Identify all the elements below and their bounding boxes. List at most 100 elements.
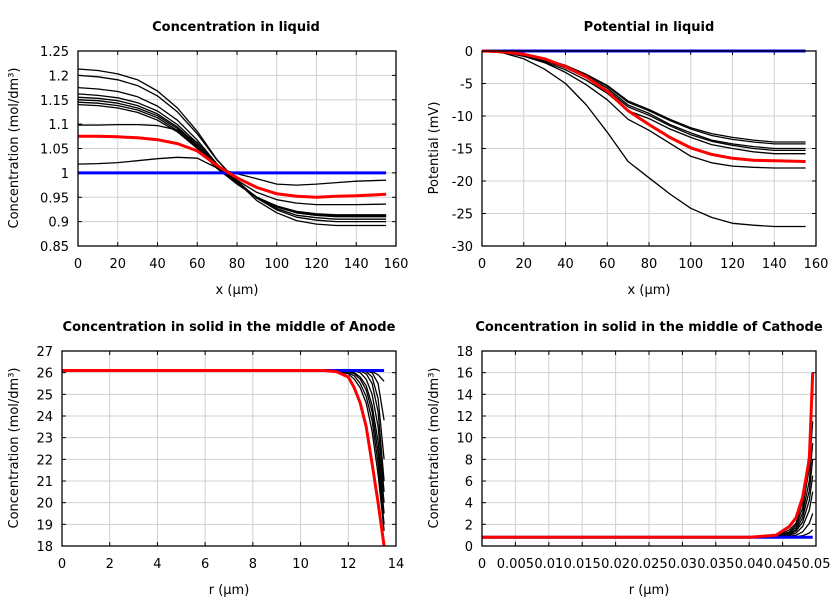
x-tick-label: 0.015 [564, 557, 601, 572]
series-line-highlight [78, 134, 387, 199]
series-line [482, 491, 814, 538]
y-tick-label: 8 [465, 453, 473, 468]
series-line-highlight [62, 369, 386, 547]
x-tick-label: 140 [762, 257, 787, 272]
y-tick-label: 24 [36, 410, 53, 425]
x-tick-label: 0.04 [735, 557, 764, 572]
y-axis-label: Potential (mV) [427, 102, 442, 195]
x-tick-label: 0.005 [497, 557, 534, 572]
series-line [482, 459, 814, 538]
x-tick-label: 0.03 [668, 557, 697, 572]
series-line [482, 513, 814, 538]
y-tick-label: 12 [456, 410, 473, 425]
x-tick-label: 120 [304, 257, 329, 272]
plot-frame [61, 350, 397, 547]
series-line [77, 101, 387, 216]
series-line [481, 50, 806, 150]
x-tick-label: 80 [641, 257, 658, 272]
x-tick-label: 0.045 [764, 557, 801, 572]
y-tick-label: 1.25 [40, 45, 69, 60]
y-tick-label: -15 [452, 143, 473, 158]
series-line [62, 369, 385, 492]
x-tick-label: 20 [109, 257, 126, 272]
x-tick-label: 0.035 [697, 557, 734, 572]
x-tick-label: 8 [249, 557, 257, 572]
x-axis-label: r (µm) [629, 583, 670, 598]
x-tick-label: 14 [388, 557, 405, 572]
x-tick-label: 120 [720, 257, 745, 272]
x-tick-label: 0 [478, 557, 486, 572]
y-axis-label: Concentration (mol/dm³) [7, 68, 22, 229]
y-axis-label: Concentration (mol/dm³) [427, 368, 442, 529]
series-line [482, 475, 814, 538]
y-tick-label: 6 [465, 475, 473, 490]
plot-frame [481, 50, 817, 247]
y-tick-label: 0 [465, 540, 473, 555]
x-axis-label: r (µm) [209, 583, 250, 598]
y-tick-label: 18 [456, 345, 473, 360]
y-tick-label: 2 [465, 518, 473, 533]
x-tick-label: 0.05 [802, 557, 831, 572]
y-tick-label: 1.1 [48, 118, 69, 133]
series-line [62, 369, 385, 525]
x-tick-label: 10 [292, 557, 309, 572]
y-tick-label: 0.85 [40, 240, 69, 255]
y-tick-label: 4 [465, 497, 473, 512]
chart-title-cathode-solid: Concentration in solid in the middle of … [475, 320, 823, 335]
x-tick-label: 12 [340, 557, 357, 572]
series-line [62, 369, 385, 482]
series-line [481, 50, 806, 143]
y-tick-label: 26 [36, 367, 53, 382]
series-line [482, 443, 814, 538]
chart-title-anode-solid: Concentration in solid in the middle of … [63, 320, 396, 335]
y-tick-label: 22 [36, 453, 53, 468]
y-tick-label: 18 [36, 540, 53, 555]
series-line [77, 99, 387, 217]
y-tick-label: -20 [452, 175, 473, 190]
x-tick-label: 60 [599, 257, 616, 272]
y-tick-label: 20 [36, 497, 53, 512]
x-tick-label: 160 [804, 257, 829, 272]
series-line [481, 50, 806, 152]
plot-frame [481, 350, 817, 547]
y-tick-label: 27 [36, 345, 53, 360]
x-tick-label: 4 [153, 557, 161, 572]
x-tick-label: 20 [515, 257, 532, 272]
y-tick-label: 0.9 [48, 216, 69, 231]
series-line [481, 50, 806, 169]
x-tick-label: 140 [344, 257, 369, 272]
y-tick-label: 0 [465, 45, 473, 60]
y-tick-label: 19 [36, 518, 53, 533]
series-line [62, 369, 385, 460]
series-line [62, 369, 385, 421]
y-tick-label: 1.05 [40, 143, 69, 158]
chart-title-liquid-concentration: Concentration in liquid [152, 20, 320, 35]
series-line-highlight [481, 49, 806, 163]
series-line [481, 50, 806, 228]
y-tick-label: 1.15 [40, 94, 69, 109]
x-tick-label: 0 [74, 257, 82, 272]
x-tick-label: 6 [201, 557, 209, 572]
y-tick-label: 0.95 [40, 191, 69, 206]
x-tick-label: 100 [678, 257, 703, 272]
series-line [482, 421, 814, 538]
chart-title-liquid-potential: Potential in liquid [584, 20, 715, 35]
series-line [77, 93, 387, 218]
plot-frame [77, 50, 397, 247]
y-tick-label: 1 [61, 167, 69, 182]
y-tick-label: -25 [452, 208, 473, 223]
x-axis-label: x (µm) [628, 283, 671, 298]
x-tick-label: 0 [58, 557, 66, 572]
y-axis-label: Concentration (mol/dm³) [7, 368, 22, 529]
y-tick-label: -10 [452, 110, 473, 125]
x-tick-label: 80 [229, 257, 246, 272]
x-tick-label: 0.01 [534, 557, 563, 572]
series-line [62, 369, 385, 503]
y-tick-label: -30 [452, 240, 473, 255]
y-tick-label: 23 [36, 432, 53, 447]
x-tick-label: 40 [149, 257, 166, 272]
series-line [77, 103, 387, 216]
y-tick-label: 14 [456, 388, 473, 403]
series-line [62, 369, 385, 514]
